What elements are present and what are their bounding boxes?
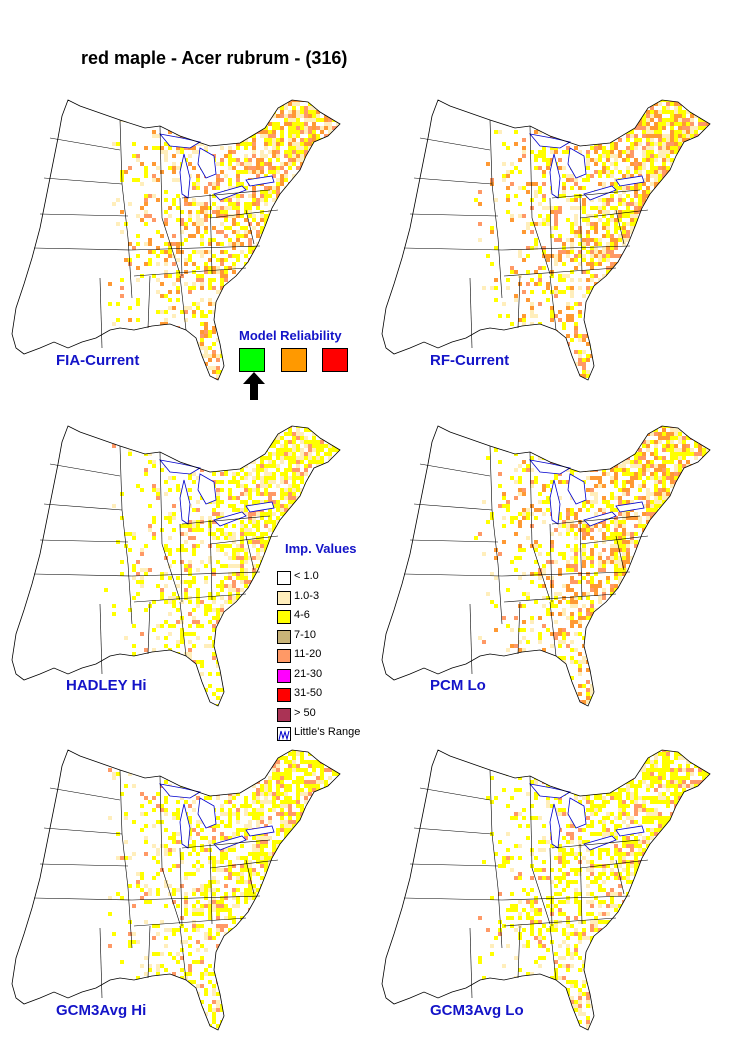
us-east-map — [11, 425, 341, 707]
us-east-map — [381, 749, 711, 1031]
legend-title: Imp. Values — [285, 541, 357, 556]
legend-swatch — [277, 610, 291, 624]
map-panel — [10, 748, 345, 1044]
arrow-up-icon — [243, 372, 265, 400]
legend-swatch — [277, 571, 291, 585]
panel-label: GCM3Avg Hi — [56, 1002, 147, 1019]
legend-label: 7-10 — [294, 628, 317, 641]
legend-swatch — [277, 629, 291, 644]
legend-label: < 1.0 — [294, 570, 319, 582]
us-east-map — [11, 749, 341, 1031]
model-reliability-title: Model Reliability — [239, 328, 342, 343]
map-panel — [380, 424, 715, 720]
reliability-box-medium[interactable] — [281, 348, 307, 372]
page-title: red maple - Acer rubrum - (316) — [81, 48, 348, 68]
legend-swatch — [277, 590, 291, 605]
legend-label: 21-30 — [294, 667, 323, 680]
legend-label: 31-50 — [294, 687, 323, 699]
legend-swatch — [277, 707, 291, 722]
map-panel — [10, 424, 345, 720]
panel-label: HADLEY Hi — [66, 677, 147, 694]
legend-swatch — [277, 668, 291, 683]
reliability-box-low[interactable] — [322, 348, 348, 372]
map-panel — [380, 748, 715, 1044]
panel-label: PCM Lo — [430, 677, 486, 694]
panel-label: RF-Current — [430, 352, 510, 369]
legend-label: 1.0-3 — [294, 589, 320, 602]
panel-label: GCM3Avg Lo — [430, 1002, 524, 1019]
us-east-map — [381, 99, 711, 381]
legend-label: > 50 — [294, 706, 316, 719]
legend-swatch — [277, 727, 291, 741]
reliability-box-high[interactable] — [239, 348, 265, 372]
legend-label: 11-20 — [294, 648, 322, 660]
us-east-map — [11, 99, 341, 381]
map-panel — [380, 98, 715, 394]
legend-swatch — [277, 649, 291, 663]
us-east-map — [381, 425, 711, 707]
legend-label: Little's Range — [294, 726, 361, 738]
legend-swatch — [277, 688, 291, 702]
map-panel — [10, 98, 345, 394]
legend-label: 4-6 — [294, 609, 310, 621]
panel-label: FIA-Current — [56, 352, 140, 369]
